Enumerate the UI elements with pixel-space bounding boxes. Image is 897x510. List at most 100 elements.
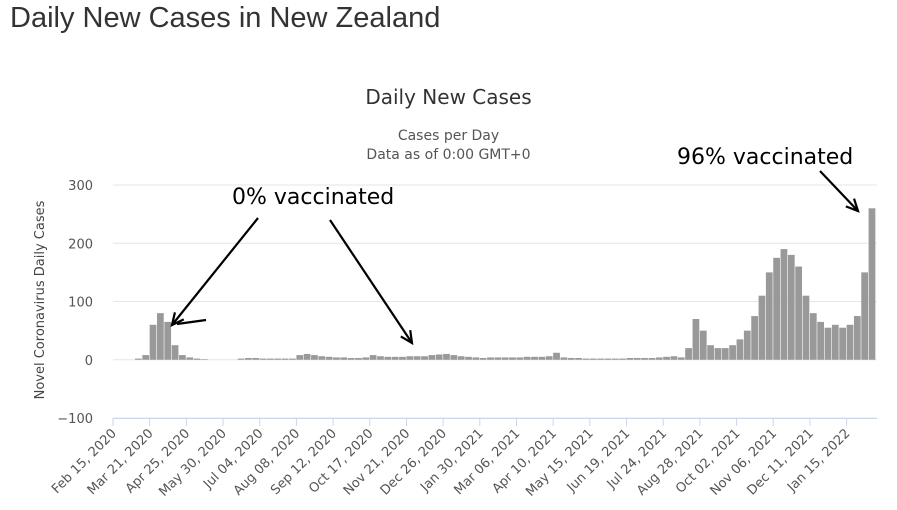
chart-subtitle-line-1: Cases per Day (397, 128, 500, 144)
chart-title: Daily New Cases (365, 85, 532, 109)
bar (413, 356, 421, 360)
bar (193, 358, 201, 360)
bar (707, 345, 714, 360)
bar (296, 355, 304, 360)
bar (384, 356, 392, 360)
bar (333, 357, 340, 360)
bar (560, 357, 568, 360)
bar (523, 356, 531, 360)
bar (751, 316, 758, 360)
bar (743, 330, 751, 360)
bar (545, 356, 553, 360)
y-tick-label: 200 (68, 237, 93, 252)
bar (795, 266, 802, 360)
x-tick-label: Apr 10, 2021 (490, 426, 560, 496)
bar (355, 358, 362, 360)
bar (135, 358, 142, 360)
bar (853, 316, 861, 360)
bar (846, 324, 854, 360)
bar (868, 208, 876, 360)
bar (303, 353, 311, 360)
bar (399, 356, 406, 360)
bar (252, 358, 260, 360)
bar (340, 357, 348, 360)
bar (758, 295, 766, 360)
bar (509, 357, 516, 360)
bar (237, 358, 245, 360)
bar (567, 358, 575, 360)
bar (721, 348, 729, 360)
bar (450, 355, 458, 360)
bar (670, 356, 678, 360)
x-tick-label: Apr 25, 2020 (123, 426, 193, 496)
bar (245, 358, 252, 360)
bar (494, 357, 502, 360)
bar (575, 358, 582, 360)
bar (479, 358, 487, 360)
annotation-96-vaccinated: 96% vaccinated (677, 145, 854, 170)
bar (501, 357, 509, 360)
bar (325, 356, 333, 360)
bar (142, 355, 150, 360)
bar (377, 356, 384, 360)
annotation-arrow (171, 217, 259, 326)
annotation-arrowhead (170, 312, 185, 327)
bar (699, 330, 707, 360)
bar (531, 356, 538, 360)
bar (487, 357, 494, 360)
bar (465, 356, 472, 360)
bar (809, 313, 817, 360)
bar (457, 356, 465, 360)
x-tick-label: Oct 17, 2020 (306, 426, 376, 496)
bar (685, 348, 692, 360)
bar (157, 313, 164, 360)
bar (421, 356, 428, 360)
chart-subtitle-line-2: Data as of 0:00 GMT+0 (366, 147, 531, 163)
bar (677, 357, 685, 360)
bar (773, 257, 780, 360)
bar-series (113, 208, 876, 360)
annotation-arrowhead (400, 329, 414, 346)
bar (281, 358, 289, 360)
bar (729, 345, 736, 360)
bar (201, 359, 208, 360)
annotation-arrows (170, 170, 860, 346)
bar (289, 358, 296, 360)
y-axis-label: Novel Coronavirus Daily Cases (33, 200, 48, 399)
bar (164, 321, 172, 360)
bar (787, 254, 795, 360)
bar (765, 272, 773, 360)
bar (597, 358, 604, 360)
annotation-arrow (329, 219, 413, 344)
bar (780, 249, 788, 360)
bar (428, 355, 436, 360)
bar (633, 358, 641, 360)
x-tick-label: Oct 02, 2021 (673, 426, 743, 496)
bar (736, 339, 744, 360)
bar (274, 358, 282, 360)
bar (267, 358, 274, 360)
bar (538, 356, 546, 360)
bar (443, 353, 450, 360)
bar (186, 357, 194, 360)
bar (347, 358, 355, 360)
bar (604, 358, 612, 360)
bar (369, 355, 377, 360)
bar (692, 318, 700, 360)
bar (516, 357, 524, 360)
bar (435, 354, 443, 360)
page-title: Daily New Cases in New Zealand (10, 2, 441, 34)
y-axis-ticks: −100 0 100 200 300 (57, 179, 93, 427)
bar (817, 321, 824, 360)
bar (406, 356, 414, 360)
bar (663, 356, 670, 360)
bar (619, 358, 626, 360)
bar (179, 355, 186, 360)
bar (553, 352, 560, 360)
y-tick-label: 300 (68, 179, 93, 194)
bar (802, 295, 810, 360)
bar (831, 324, 839, 360)
bar (259, 358, 267, 360)
bar (391, 356, 399, 360)
